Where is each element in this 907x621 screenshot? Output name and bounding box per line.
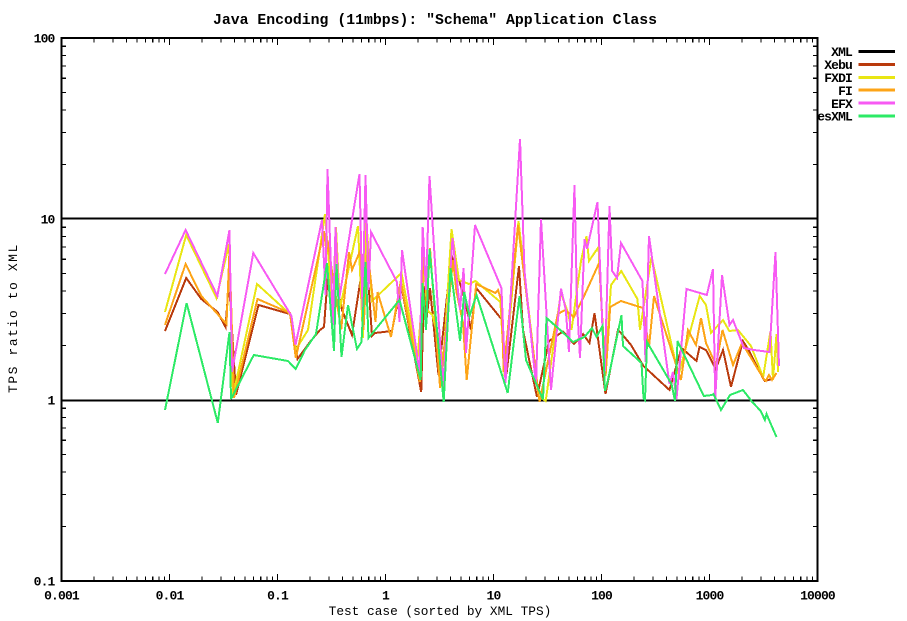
svg-text:TPS ratio to XML: TPS ratio to XML [6,243,21,393]
svg-text:100: 100 [34,32,56,47]
svg-text:100: 100 [591,589,613,604]
svg-text:0.001: 0.001 [44,589,80,604]
svg-text:0.01: 0.01 [156,589,185,604]
svg-text:10: 10 [41,213,56,228]
svg-text:esXML: esXML [817,110,853,125]
svg-text:EFX: EFX [831,97,853,112]
svg-text:10000: 10000 [800,589,836,604]
svg-text:1000: 1000 [696,589,725,604]
svg-text:Xebu: Xebu [824,58,852,73]
svg-text:10: 10 [487,589,502,604]
svg-text:1: 1 [382,589,390,604]
svg-text:Test case (sorted by XML TPS): Test case (sorted by XML TPS) [329,604,552,619]
svg-text:0.1: 0.1 [34,575,56,590]
svg-text:1: 1 [48,394,56,409]
svg-text:FI: FI [838,84,852,99]
svg-text:XML: XML [831,45,853,60]
svg-text:FXDI: FXDI [824,71,852,86]
svg-text:0.1: 0.1 [267,589,289,604]
svg-text:Java Encoding (11mbps): "Schem: Java Encoding (11mbps): "Schema" Applica… [213,13,657,29]
